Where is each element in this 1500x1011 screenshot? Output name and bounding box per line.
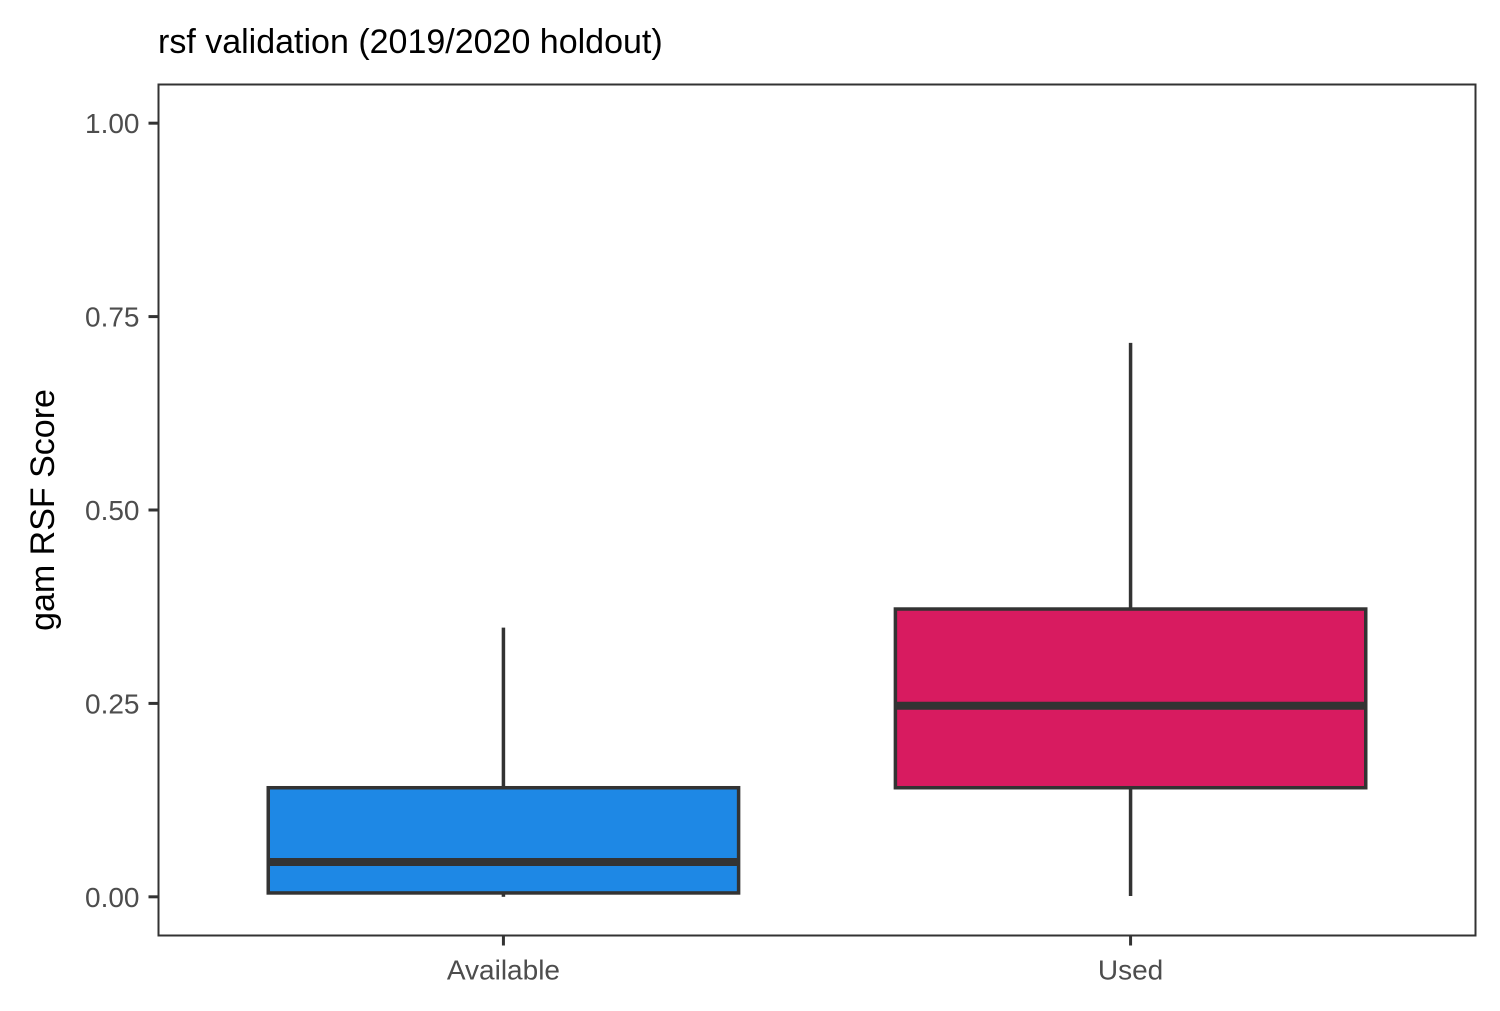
plot-panel-border — [157, 83, 1477, 937]
x-tick-label: Available — [447, 955, 560, 986]
x-tick-label: Used — [1098, 955, 1163, 986]
iqr-box — [266, 785, 741, 895]
x-axis: Available Used — [447, 935, 1163, 986]
iqr-box — [893, 607, 1368, 790]
y-axis: 0.00 0.25 0.50 0.75 1.00 — [85, 108, 159, 913]
box-series — [266, 342, 1368, 897]
chart-title: rsf validation (2019/2020 holdout) — [158, 23, 663, 61]
box-available — [266, 627, 741, 897]
y-tick-label: 0.75 — [85, 302, 140, 333]
y-tick-label: 0.50 — [85, 495, 140, 526]
box-used — [893, 342, 1368, 897]
y-tick-label: 0.25 — [85, 688, 140, 719]
y-tick-label: 0.00 — [85, 882, 140, 913]
y-axis-label: gam RSF Score — [24, 389, 62, 631]
y-tick-label: 1.00 — [85, 108, 140, 139]
